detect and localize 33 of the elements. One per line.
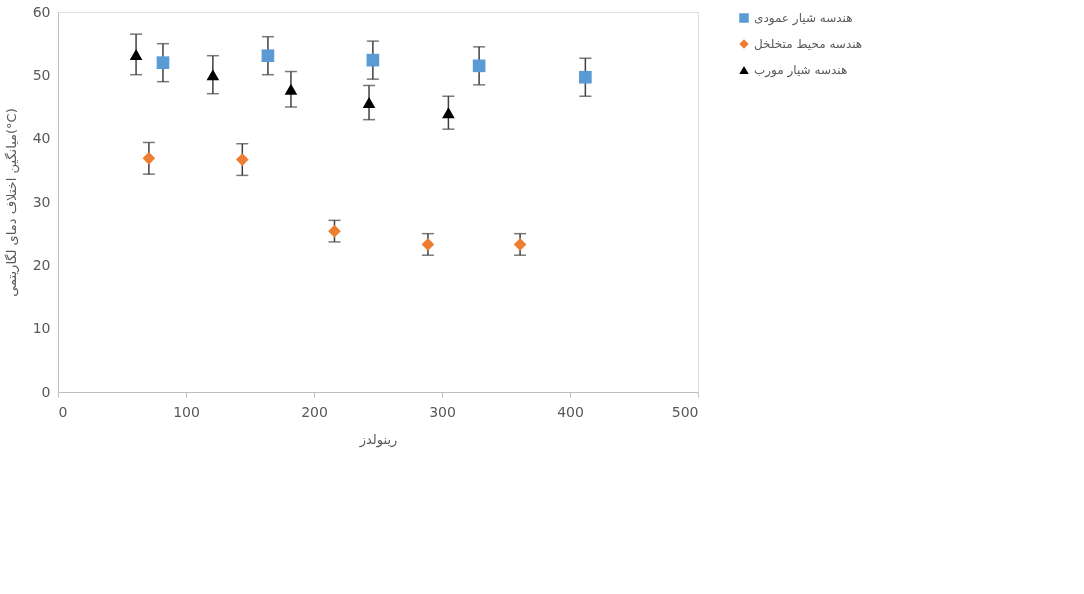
x-tick-label: 200 xyxy=(301,403,328,420)
point xyxy=(261,49,275,63)
legend-label: هندسه شیار مورب xyxy=(754,63,848,78)
point xyxy=(421,238,435,251)
legend-label: هندسه محیط متخلخل xyxy=(754,37,863,51)
x-tick-label: 500 xyxy=(671,403,699,420)
y-tick-label: 50 xyxy=(32,66,51,83)
y-tick-label: 60 xyxy=(32,3,51,20)
point xyxy=(366,53,380,67)
point xyxy=(328,224,341,238)
point xyxy=(156,56,170,69)
point xyxy=(129,48,143,60)
x-tick-label: 0 xyxy=(58,403,68,420)
x-axis-title: رینولدز xyxy=(358,431,398,448)
point xyxy=(206,69,220,81)
point xyxy=(142,151,156,165)
y-tick-label: 40 xyxy=(32,130,51,147)
y-tick-label: 10 xyxy=(32,320,51,337)
point xyxy=(472,59,486,73)
y-axis-title: میانگین اختلاف دمای لگاریتمی(°C) xyxy=(3,108,20,297)
x-tick-label: 100 xyxy=(173,403,200,420)
y-tick-label: 30 xyxy=(32,193,51,210)
y-tick-label: 0 xyxy=(41,383,51,400)
point xyxy=(362,97,376,109)
legend-label: هندسه شیار عمودی xyxy=(754,11,853,26)
point xyxy=(513,238,527,251)
x-tick-label: 300 xyxy=(429,403,456,420)
x-tick-label: 400 xyxy=(557,403,584,420)
y-tick-label: 20 xyxy=(32,256,51,273)
point xyxy=(236,153,249,166)
point xyxy=(442,107,455,119)
point xyxy=(284,83,298,95)
point xyxy=(579,70,592,84)
